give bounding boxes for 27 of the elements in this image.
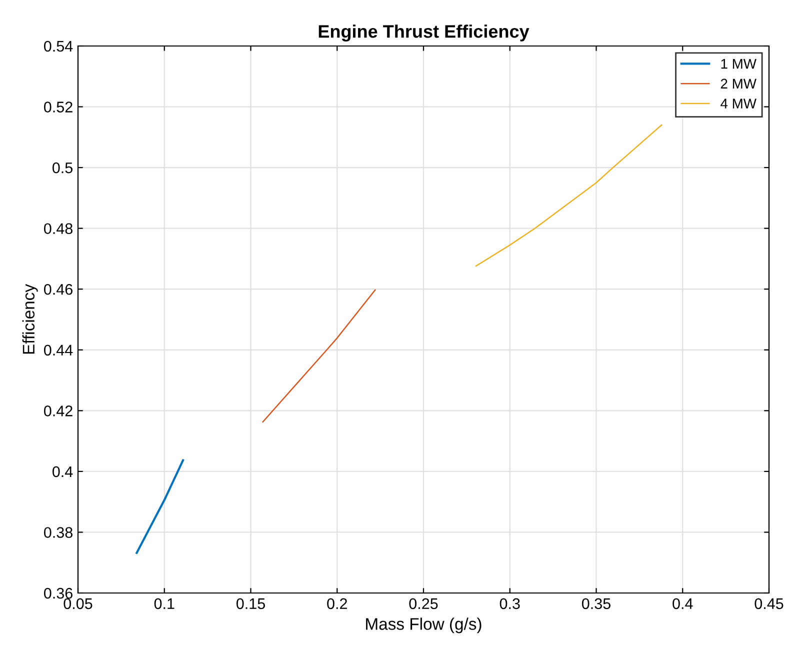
x-tick-label: 0.35	[582, 598, 610, 610]
x-tick-label: 0.3	[500, 598, 520, 610]
y-tick-label: 0.52	[44, 102, 72, 112]
y-tick-label: 0.4	[52, 466, 73, 478]
y-tick-label: 0.5	[52, 162, 72, 174]
x-tick-label: 0.15	[236, 598, 265, 610]
y-tick-label: 0.36	[44, 588, 72, 599]
y-tick-label: 0.42	[44, 406, 72, 416]
y-tick-label: 0.44	[44, 344, 73, 356]
line-series	[475, 124, 662, 267]
x-tick-label: 0.05	[64, 598, 92, 610]
line-series	[262, 289, 376, 423]
y-tick-label: 0.38	[44, 527, 72, 538]
x-tick-label: 0.45	[754, 598, 784, 610]
x-tick-label: 0.1	[154, 598, 174, 610]
legend-label: 2 MW	[720, 78, 756, 88]
x-tick-label: 0.4	[672, 598, 693, 610]
y-tick-label: 0.48	[44, 223, 72, 234]
x-axis-title: Mass Flow (g/s)	[366, 618, 482, 634]
y-tick-label: 0.46	[44, 284, 72, 295]
legend-label: 4 MW	[720, 98, 756, 108]
x-tick-label: 0.25	[409, 598, 438, 610]
x-tick-label: 0.2	[327, 598, 347, 610]
y-tick-label: 0.54	[44, 40, 73, 52]
legend-label: 1 MW	[721, 59, 756, 69]
y-axis-title: Efficiency	[22, 284, 38, 354]
chart-title: Engine Thrust Efficiency	[318, 24, 530, 42]
